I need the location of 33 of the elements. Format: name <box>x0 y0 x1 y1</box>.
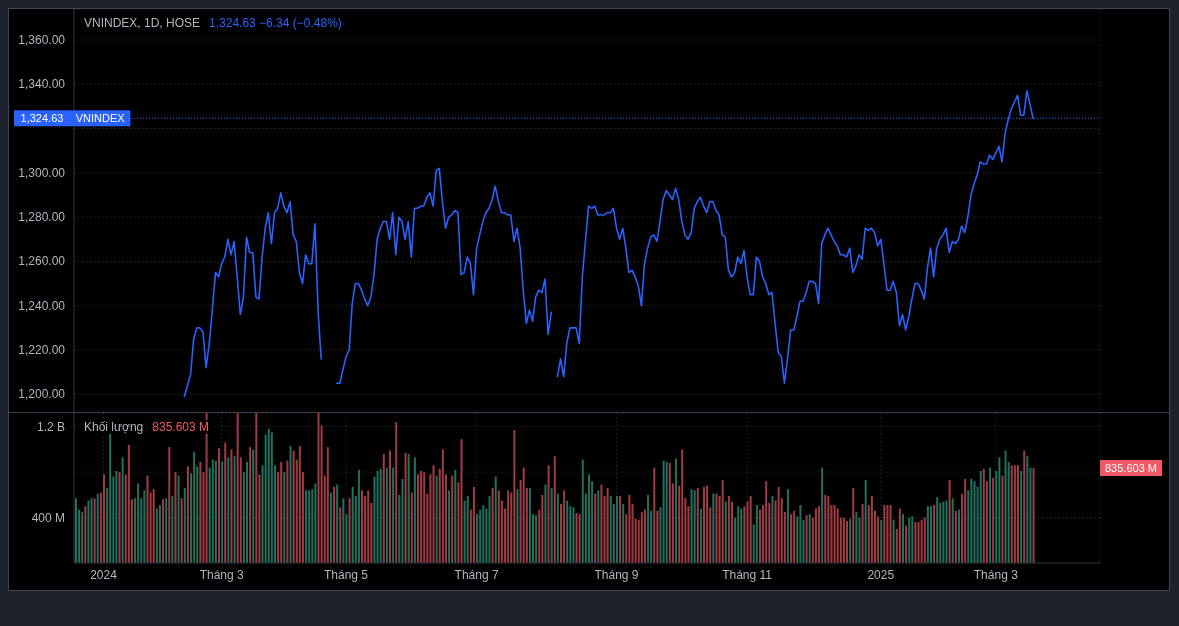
bar <box>926 506 929 563</box>
bar <box>1001 475 1004 563</box>
bar <box>970 478 973 563</box>
bar <box>1017 465 1020 563</box>
bar <box>1023 450 1026 563</box>
bar <box>920 519 923 563</box>
bar <box>948 480 951 563</box>
bar <box>998 457 1001 563</box>
bar <box>911 516 914 563</box>
bar <box>914 522 917 563</box>
bar <box>942 501 945 563</box>
bar <box>933 505 936 563</box>
bar <box>1020 470 1023 563</box>
bar <box>989 467 992 563</box>
bar <box>1026 456 1029 563</box>
bar <box>923 517 926 563</box>
text: 835.603 M <box>1100 460 1162 477</box>
bar <box>905 525 908 563</box>
x-tick-label: Tháng 3 <box>973 568 1019 582</box>
bar <box>1013 465 1016 563</box>
bar <box>917 522 920 563</box>
bar <box>951 498 954 563</box>
bar <box>973 481 976 563</box>
bar <box>901 514 904 563</box>
bar <box>1010 465 1013 563</box>
bar <box>1004 450 1007 563</box>
bar <box>898 508 901 563</box>
bar <box>964 478 967 563</box>
bar <box>945 500 948 563</box>
bar <box>908 517 911 563</box>
bar <box>936 497 939 563</box>
bar <box>929 506 932 563</box>
bar <box>992 477 995 563</box>
